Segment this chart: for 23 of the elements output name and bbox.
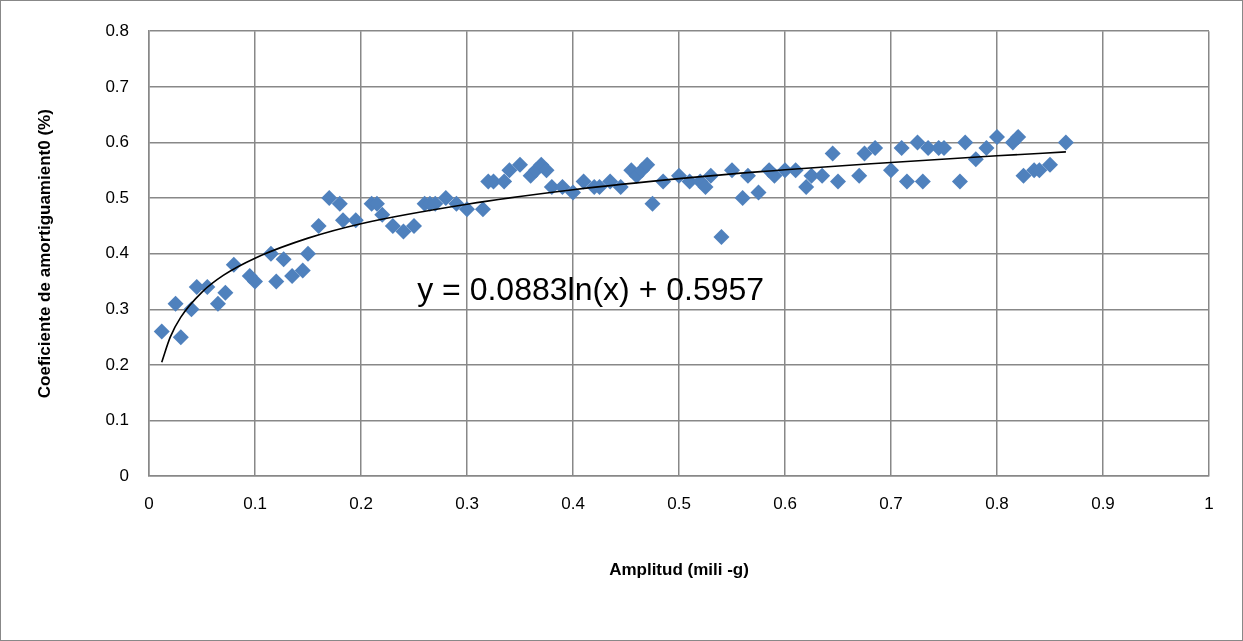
y-tick-label: 0.2 <box>105 354 130 374</box>
y-tick-label: 0 <box>119 465 130 485</box>
annotation: y = 0.0883ln(x) + 0.5957 <box>417 270 765 307</box>
x-tick-label: 0.1 <box>243 494 267 514</box>
y-tick-label: 0.6 <box>105 132 130 152</box>
x-tick-label: 0.7 <box>879 494 903 514</box>
y-tick-label: 0.1 <box>105 410 130 430</box>
y-axis-title: Coeficiente de amortiguamient0 (%) <box>34 109 54 399</box>
x-tick-label: 0 <box>144 494 154 514</box>
x-tick-label: 0.8 <box>985 494 1009 514</box>
x-tick-label: 0.5 <box>667 494 691 514</box>
y-tick-label: 0.3 <box>105 299 130 319</box>
x-tick-label: 0.2 <box>349 494 373 514</box>
x-tick-label: 0.9 <box>1091 494 1115 514</box>
y-tick-label: 0.5 <box>105 187 130 207</box>
x-tick-label: 1 <box>1204 494 1214 514</box>
x-tick-label: 0.4 <box>561 494 585 514</box>
y-tick-label: 0.4 <box>105 243 130 263</box>
x-tick-label: 0.6 <box>773 494 797 514</box>
x-tick-label: 0.3 <box>455 494 479 514</box>
x-axis-title: Amplitud (mili -g) <box>609 560 749 580</box>
y-tick-label: 0.8 <box>105 20 130 40</box>
y-tick-label: 0.7 <box>105 76 130 96</box>
